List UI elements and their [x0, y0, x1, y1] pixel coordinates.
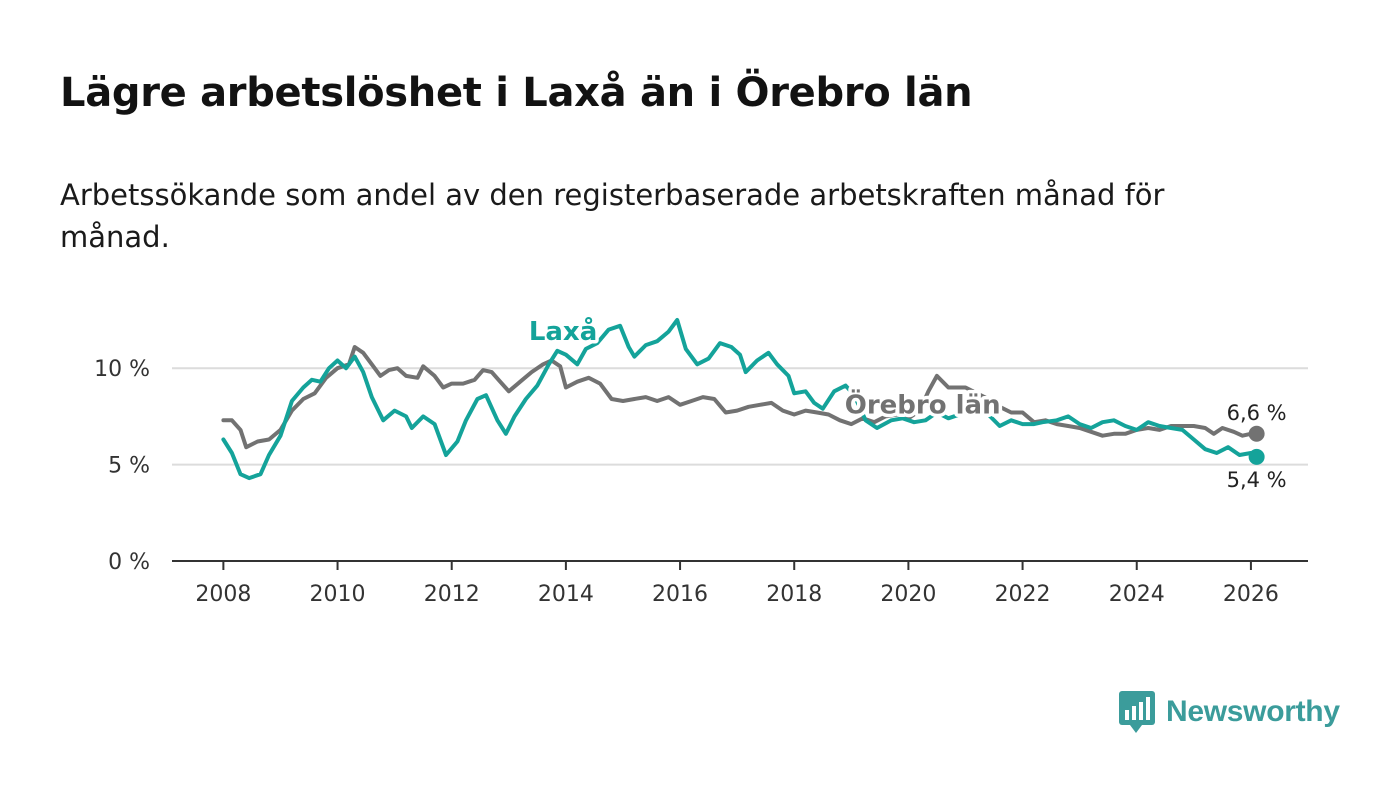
- x-tick-label: 2018: [766, 582, 822, 607]
- x-tick-label: 2010: [310, 582, 366, 607]
- y-tick-label: 5 %: [108, 454, 150, 479]
- x-tick-label: 2022: [995, 582, 1051, 607]
- newsworthy-logo-icon: [1119, 691, 1155, 733]
- series-end-marker-laxa: [1248, 448, 1265, 465]
- x-tick-label: 2016: [652, 582, 708, 607]
- x-tick-label: 2012: [424, 582, 480, 607]
- series-label-orebro-lan-halo: Örebro län: [845, 388, 1001, 421]
- y-tick-label: 0 %: [108, 550, 150, 575]
- series-label-laxa: Laxå: [529, 315, 597, 347]
- series-label-laxa-halo: Laxå: [529, 315, 597, 347]
- chart-title: Lägre arbetslöshet i Laxå än i Örebro lä…: [60, 70, 973, 116]
- x-tick-label: 2024: [1109, 582, 1165, 607]
- series-label-orebro-lan: Örebro län: [845, 388, 1001, 421]
- series-line-orebro-lan: [221, 345, 1259, 450]
- newsworthy-logo-text: Newsworthy: [1166, 695, 1340, 728]
- chart-subtitle: Arbetssökande som andel av den registerb…: [60, 178, 1165, 254]
- end-value-label-laxa: 5,4 %: [1227, 468, 1287, 492]
- series-line-laxa: [221, 318, 1259, 481]
- newsworthy-logo: Newsworthy: [1118, 690, 1340, 734]
- end-value-label-orebro-lan: 6,6 %: [1227, 401, 1287, 425]
- series-end-marker-orebro-lan: [1248, 425, 1265, 442]
- x-tick-label: 2020: [880, 582, 936, 607]
- x-tick-label: 2026: [1223, 582, 1279, 607]
- y-tick-label: 10 %: [94, 357, 150, 382]
- x-tick-label: 2014: [538, 582, 594, 607]
- x-tick-label: 2008: [195, 582, 251, 607]
